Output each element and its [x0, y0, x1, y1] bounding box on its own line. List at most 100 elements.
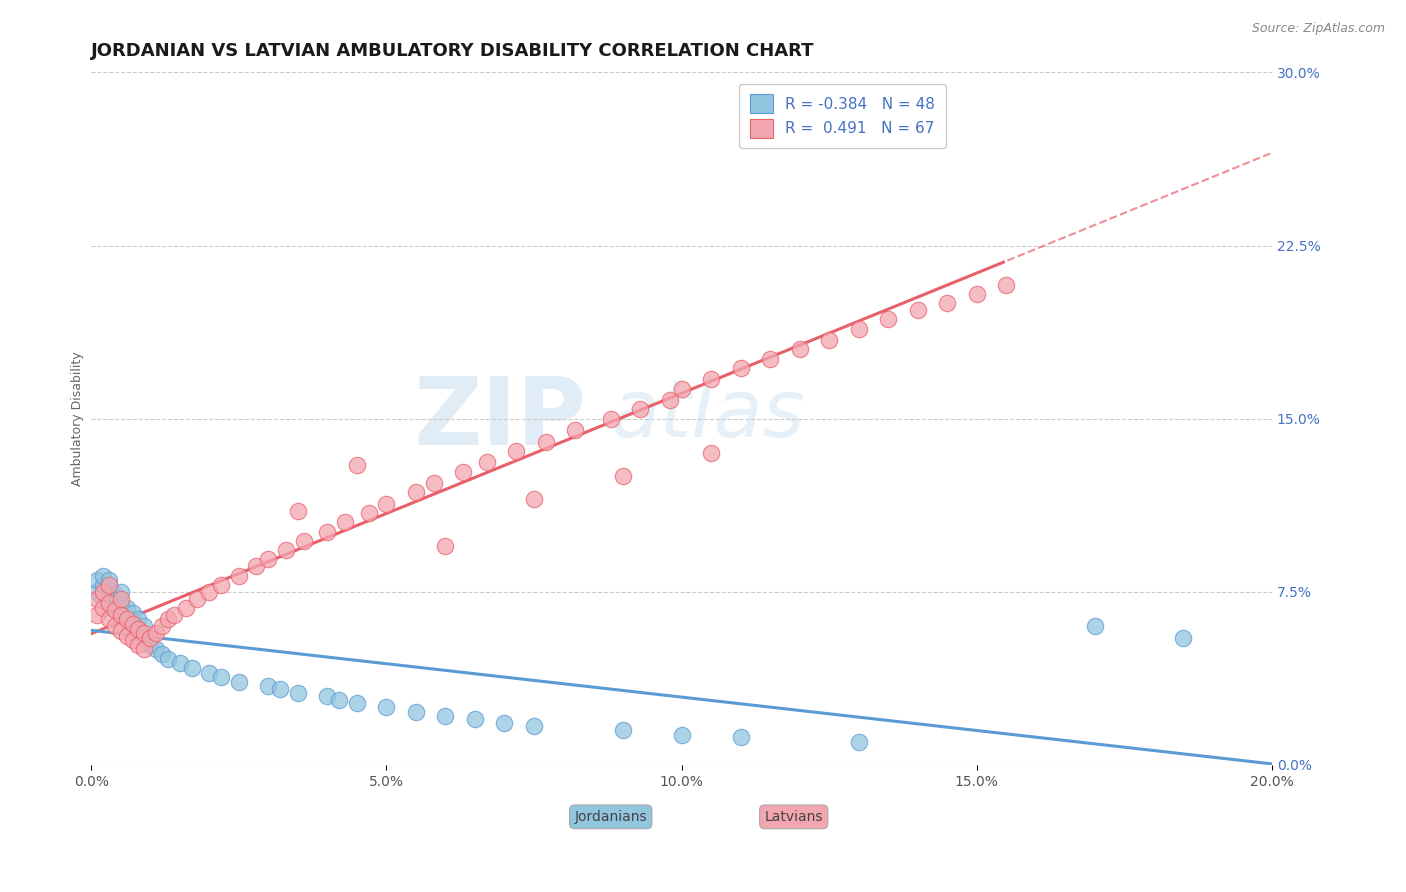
Text: Latvians: Latvians	[765, 810, 823, 824]
Point	[534, 434, 557, 449]
Point	[848, 321, 870, 335]
Point	[97, 596, 120, 610]
Point	[91, 591, 114, 606]
Point	[700, 372, 723, 386]
Point	[115, 612, 138, 626]
Point	[163, 607, 186, 622]
Point	[174, 600, 197, 615]
Point	[97, 578, 120, 592]
Point	[110, 607, 132, 622]
Point	[405, 705, 427, 719]
Point	[671, 382, 693, 396]
Point	[612, 723, 634, 738]
Point	[209, 670, 232, 684]
Point	[789, 343, 811, 357]
Text: Source: ZipAtlas.com: Source: ZipAtlas.com	[1251, 22, 1385, 36]
Point	[228, 674, 250, 689]
Text: atlas: atlas	[610, 376, 806, 454]
Point	[375, 700, 398, 714]
Point	[730, 360, 752, 375]
Point	[434, 539, 457, 553]
Point	[127, 612, 149, 626]
Point	[434, 709, 457, 723]
Point	[104, 587, 127, 601]
Point	[127, 622, 149, 636]
Point	[97, 596, 120, 610]
Point	[180, 661, 202, 675]
Point	[671, 728, 693, 742]
Point	[150, 619, 173, 633]
Point	[375, 497, 398, 511]
Point	[628, 402, 651, 417]
Point	[818, 333, 841, 347]
Point	[209, 578, 232, 592]
Point	[134, 626, 156, 640]
Point	[612, 469, 634, 483]
Text: Jordanians: Jordanians	[575, 810, 647, 824]
Point	[907, 303, 929, 318]
Point	[274, 543, 297, 558]
Point	[134, 631, 156, 645]
Point	[110, 596, 132, 610]
Point	[110, 624, 132, 638]
Point	[523, 492, 546, 507]
Point	[422, 476, 444, 491]
Point	[91, 568, 114, 582]
Point	[1084, 619, 1107, 633]
Point	[316, 524, 339, 539]
Point	[257, 552, 280, 566]
Point	[156, 651, 179, 665]
Point	[936, 296, 959, 310]
Point	[848, 112, 870, 126]
Point	[86, 573, 108, 587]
Point	[145, 642, 167, 657]
Point	[475, 455, 498, 469]
Point	[134, 619, 156, 633]
Point	[523, 718, 546, 732]
Point	[91, 584, 114, 599]
Text: JORDANIAN VS LATVIAN AMBULATORY DISABILITY CORRELATION CHART: JORDANIAN VS LATVIAN AMBULATORY DISABILI…	[91, 42, 814, 60]
Point	[86, 584, 108, 599]
Point	[599, 411, 621, 425]
Point	[700, 446, 723, 460]
Point	[198, 665, 221, 680]
Point	[104, 603, 127, 617]
Point	[564, 423, 586, 437]
Point	[995, 277, 1018, 292]
Point	[86, 591, 108, 606]
Point	[257, 679, 280, 693]
Point	[464, 712, 486, 726]
Point	[505, 444, 527, 458]
Point	[110, 591, 132, 606]
Legend: R = -0.384   N = 48, R =  0.491   N = 67: R = -0.384 N = 48, R = 0.491 N = 67	[740, 84, 945, 148]
Point	[316, 689, 339, 703]
Point	[346, 696, 368, 710]
Point	[97, 612, 120, 626]
Point	[292, 533, 315, 548]
Point	[245, 559, 267, 574]
Point	[150, 647, 173, 661]
Point	[333, 516, 356, 530]
Point	[86, 607, 108, 622]
Point	[91, 600, 114, 615]
Point	[121, 633, 143, 648]
Point	[346, 458, 368, 472]
Point	[228, 568, 250, 582]
Point	[115, 629, 138, 643]
Point	[121, 617, 143, 632]
Point	[169, 657, 191, 671]
Point	[269, 681, 291, 696]
Point	[405, 485, 427, 500]
Point	[104, 600, 127, 615]
Point	[877, 312, 900, 326]
Point	[494, 716, 516, 731]
Point	[966, 287, 988, 301]
Point	[328, 693, 350, 707]
Y-axis label: Ambulatory Disability: Ambulatory Disability	[72, 351, 84, 486]
Point	[145, 626, 167, 640]
Point	[287, 686, 309, 700]
Point	[127, 638, 149, 652]
Point	[139, 631, 162, 645]
Point	[139, 638, 162, 652]
Point	[115, 612, 138, 626]
